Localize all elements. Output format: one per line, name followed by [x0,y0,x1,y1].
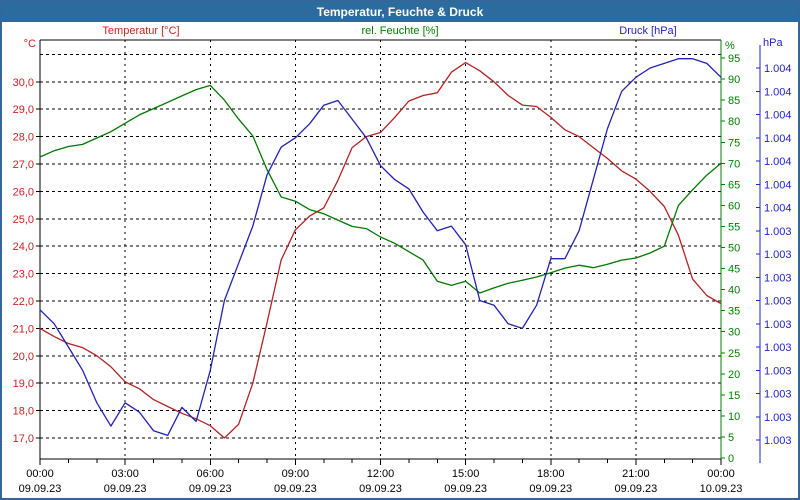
pressure-tick-label: 1.003 [764,389,792,401]
temperature-tick-label: 17,0 [13,433,34,445]
temperature-tick-label: 26,0 [13,186,34,198]
temperature-tick-label: 22,0 [13,296,34,308]
humidity-tick-label: 65 [728,179,740,191]
humidity-tick-label: 85 [728,95,740,107]
pressure-tick-label: 1.004 [764,110,792,122]
x-tick-time-label: 18:00 [537,468,565,480]
temperature-tick-label: 23,0 [13,269,34,281]
humidity-tick-label: 0 [728,453,734,465]
pressure-tick-label: 1.004 [764,63,792,75]
temperature-tick-label: 25,0 [13,214,34,226]
humidity-tick-label: 35 [728,306,740,318]
temperature-tick-label: 29,0 [13,104,34,116]
series-temperature-line [39,61,722,439]
pressure-tick-label: 1.003 [764,226,792,238]
humidity-tick-label: 80 [728,116,740,128]
series-humidity-line [39,84,722,294]
humidity-tick-label: 55 [728,221,740,233]
pressure-tick-label: 1.003 [764,342,792,354]
legend-pressure: Druck [hPa] [619,25,677,37]
humidity-tick-label: 5 [728,432,734,444]
temperature-tick-label: 28,0 [13,132,34,144]
x-tick-date-label: 09.09.23 [529,483,572,495]
humidity-tick-label: 10 [728,411,740,423]
x-tick-date-label: 09.09.23 [444,483,487,495]
humidity-tick-label: 90 [728,74,740,86]
x-tick-time-label: 00:00 [26,468,54,480]
legend-humidity: rel. Feuchte [%] [361,25,439,37]
x-tick-time-label: 00:00 [707,468,735,480]
x-tick-date-label: 09.09.23 [104,483,147,495]
humidity-tick-label: 70 [728,158,740,170]
x-tick-date-label: 09.09.23 [614,483,657,495]
x-tick-time-label: 06:00 [196,468,224,480]
x-tick-time-label: 12:00 [367,468,395,480]
temperature-tick-label: 18,0 [13,406,34,418]
temperature-tick-label: 19,0 [13,378,34,390]
temperature-axis-unit: °C [23,38,36,50]
humidity-tick-label: 20 [728,369,740,381]
temperature-tick-label: 21,0 [13,323,34,335]
pressure-tick-label: 1.003 [764,412,792,424]
x-tick-date-label: 09.09.23 [274,483,317,495]
x-tick-time-label: 15:00 [452,468,480,480]
x-tick-date-label: 09.09.23 [189,483,232,495]
window-title: Temperatur, Feuchte & Druck [316,5,484,19]
pressure-tick-label: 1.004 [764,86,792,98]
pressure-tick-label: 1.004 [764,133,792,145]
temperature-tick-label: 24,0 [13,241,34,253]
x-tick-time-label: 03:00 [111,468,139,480]
pressure-tick-label: 1.003 [764,319,792,331]
pressure-tick-label: 1.004 [764,179,792,191]
pressure-axis-unit: hPa [763,37,783,49]
x-tick-date-label: 09.09.23 [19,483,62,495]
humidity-tick-label: 40 [728,285,740,297]
pressure-tick-label: 1.003 [764,296,792,308]
x-tick-time-label: 09:00 [282,468,310,480]
temperature-tick-label: 27,0 [13,159,34,171]
humidity-tick-label: 45 [728,264,740,276]
humidity-tick-label: 60 [728,200,740,212]
x-tick-time-label: 21:00 [622,468,650,480]
humidity-tick-label: 95 [728,53,740,65]
pressure-tick-label: 1.004 [764,203,792,215]
humidity-tick-label: 15 [728,390,740,402]
pressure-tick-label: 1.004 [764,156,792,168]
humidity-tick-label: 30 [728,327,740,339]
x-tick-date-label: 09.09.23 [359,483,402,495]
temperature-tick-label: 30,0 [13,77,34,89]
humidity-axis-unit: % [725,40,735,52]
window-titlebar[interactable]: Temperatur, Feuchte & Druck [2,2,798,22]
humidity-tick-label: 25 [728,348,740,360]
humidity-tick-label: 75 [728,137,740,149]
legend-temperature: Temperatur [°C] [102,25,180,37]
x-tick-date-label: 10.09.23 [700,483,743,495]
humidity-tick-label: 50 [728,243,740,255]
pressure-tick-label: 1.003 [764,365,792,377]
pressure-tick-label: 1.003 [764,249,792,261]
temperature-tick-label: 20,0 [13,351,34,363]
series-pressure-line [39,58,722,437]
pressure-tick-label: 1.003 [764,272,792,284]
pressure-tick-label: 1.003 [764,435,792,447]
